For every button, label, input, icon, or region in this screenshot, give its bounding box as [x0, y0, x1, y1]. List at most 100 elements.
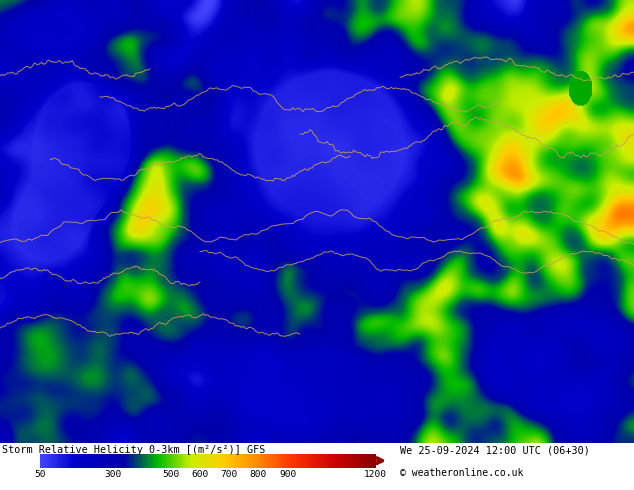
- Bar: [88, 454, 89, 468]
- Bar: [98, 454, 100, 468]
- Bar: [300, 454, 302, 468]
- Bar: [79, 454, 81, 468]
- Bar: [262, 454, 264, 468]
- Bar: [41, 454, 42, 468]
- Bar: [298, 454, 300, 468]
- Bar: [209, 454, 210, 468]
- Bar: [309, 454, 311, 468]
- Bar: [308, 454, 309, 468]
- Bar: [241, 454, 243, 468]
- Bar: [289, 454, 290, 468]
- Bar: [318, 454, 320, 468]
- Bar: [155, 454, 157, 468]
- Bar: [144, 454, 145, 468]
- Bar: [91, 454, 93, 468]
- Bar: [285, 454, 286, 468]
- Bar: [258, 454, 259, 468]
- Bar: [323, 454, 325, 468]
- Bar: [145, 454, 146, 468]
- Bar: [75, 454, 77, 468]
- Bar: [89, 454, 91, 468]
- Bar: [290, 454, 292, 468]
- Bar: [239, 454, 240, 468]
- Bar: [127, 454, 129, 468]
- Bar: [63, 454, 65, 468]
- Bar: [286, 454, 287, 468]
- Bar: [295, 454, 297, 468]
- Bar: [332, 454, 333, 468]
- Bar: [351, 454, 352, 468]
- Bar: [351, 454, 353, 468]
- Bar: [153, 454, 155, 468]
- Bar: [213, 454, 215, 468]
- Bar: [353, 454, 354, 468]
- Bar: [124, 454, 126, 468]
- Bar: [306, 454, 307, 468]
- Bar: [94, 454, 95, 468]
- Bar: [137, 454, 139, 468]
- Bar: [48, 454, 49, 468]
- Bar: [313, 454, 314, 468]
- Bar: [75, 454, 76, 468]
- Bar: [340, 454, 342, 468]
- Bar: [192, 454, 193, 468]
- Bar: [335, 454, 337, 468]
- Bar: [53, 454, 55, 468]
- Text: 600: 600: [191, 470, 209, 479]
- Bar: [288, 454, 290, 468]
- Bar: [366, 454, 368, 468]
- Bar: [302, 454, 304, 468]
- Bar: [244, 454, 246, 468]
- Bar: [220, 454, 221, 468]
- Bar: [183, 454, 184, 468]
- Bar: [361, 454, 362, 468]
- Bar: [94, 454, 96, 468]
- Bar: [337, 454, 339, 468]
- Bar: [131, 454, 132, 468]
- Bar: [204, 454, 206, 468]
- Bar: [211, 454, 212, 468]
- Bar: [374, 454, 375, 468]
- Text: Storm Relative Helicity 0-3km [(m²/s²)] GFS: Storm Relative Helicity 0-3km [(m²/s²)] …: [2, 445, 266, 456]
- Bar: [190, 454, 191, 468]
- Bar: [305, 454, 306, 468]
- Bar: [263, 454, 265, 468]
- Bar: [314, 454, 316, 468]
- Bar: [143, 454, 145, 468]
- Bar: [59, 454, 61, 468]
- Bar: [184, 454, 186, 468]
- Bar: [319, 454, 321, 468]
- Bar: [197, 454, 198, 468]
- Bar: [133, 454, 134, 468]
- Bar: [256, 454, 257, 468]
- Bar: [162, 454, 164, 468]
- Bar: [125, 454, 127, 468]
- Bar: [347, 454, 349, 468]
- Bar: [120, 454, 122, 468]
- Bar: [40, 454, 42, 468]
- Bar: [243, 454, 245, 468]
- Bar: [311, 454, 313, 468]
- Bar: [228, 454, 230, 468]
- Bar: [230, 454, 231, 468]
- Bar: [148, 454, 150, 468]
- Bar: [67, 454, 68, 468]
- Bar: [113, 454, 115, 468]
- Bar: [116, 454, 117, 468]
- Bar: [314, 454, 315, 468]
- Bar: [326, 454, 328, 468]
- Bar: [372, 454, 373, 468]
- Bar: [330, 454, 332, 468]
- Bar: [245, 454, 247, 468]
- Bar: [182, 454, 183, 468]
- Bar: [339, 454, 341, 468]
- Bar: [60, 454, 61, 468]
- Bar: [194, 454, 196, 468]
- Bar: [242, 454, 243, 468]
- Bar: [294, 454, 295, 468]
- Bar: [97, 454, 98, 468]
- Bar: [80, 454, 82, 468]
- Bar: [181, 454, 183, 468]
- Bar: [248, 454, 249, 468]
- Bar: [368, 454, 370, 468]
